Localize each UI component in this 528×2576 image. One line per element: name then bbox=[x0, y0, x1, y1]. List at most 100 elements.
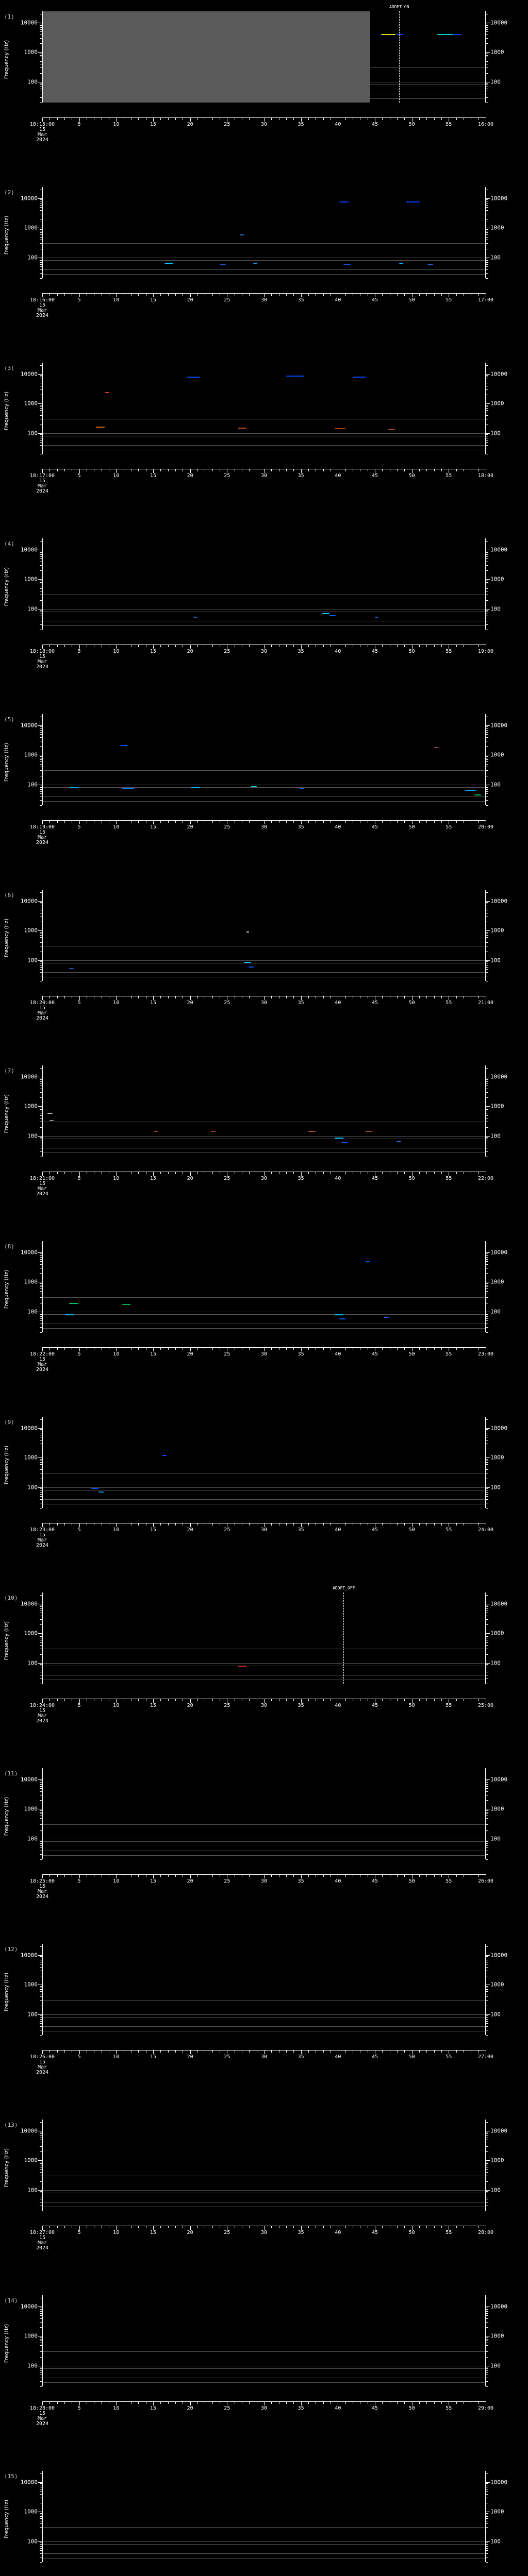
gridline bbox=[43, 2544, 485, 2545]
y-tick-minor bbox=[40, 415, 42, 416]
x-tick-label-text: 35 bbox=[298, 2230, 304, 2235]
plot-area[interactable] bbox=[42, 2295, 486, 2386]
plot-area[interactable] bbox=[42, 363, 486, 454]
y-tick-minor bbox=[486, 389, 488, 390]
y-tick-major bbox=[486, 579, 490, 580]
panel-index-label: (11) bbox=[4, 1770, 18, 1777]
x-tick-label: 20 bbox=[187, 1528, 193, 1533]
x-axis-date-line-1: 15 bbox=[39, 1181, 46, 1187]
x-tick-minor bbox=[478, 118, 479, 120]
gridline bbox=[43, 1136, 485, 1137]
y-tick-minor bbox=[40, 732, 42, 733]
detection-mark bbox=[153, 1131, 158, 1132]
x-axis: 18:17:00 15 Mar 2024 5 10 15 20 25 30 35 40 45 50 55 18… bbox=[30, 469, 493, 494]
y-tick-minor bbox=[486, 1782, 488, 1783]
x-axis-date-line-1: 15 bbox=[39, 127, 46, 132]
plot-area[interactable] bbox=[42, 1417, 486, 1508]
x-axis: 18:20:00 15 Mar 2024 5 10 15 20 25 30 35 40 45 50 55 21… bbox=[30, 996, 493, 1021]
y-axis-right: 100 1000 10000 bbox=[486, 1065, 528, 1157]
x-axis: 18:21:00 15 Mar 2024 5 10 15 20 25 30 35 40 45 50 55 22… bbox=[30, 1172, 493, 1197]
x-tick-label-text: 20 bbox=[187, 2230, 193, 2235]
x-axis-date-line-2: Mar bbox=[37, 1186, 47, 1192]
y-tick-minor bbox=[40, 1854, 42, 1855]
x-tick-minor bbox=[441, 118, 442, 120]
plot-area[interactable] bbox=[42, 1768, 486, 1859]
y-tick-minor bbox=[486, 365, 488, 366]
y-tick-minor bbox=[486, 1595, 488, 1596]
x-tick-minor bbox=[419, 1699, 420, 1701]
plot-area[interactable] bbox=[42, 538, 486, 630]
x-tick-minor bbox=[212, 1699, 213, 1701]
plot-area[interactable] bbox=[42, 11, 486, 103]
y-tick-minor bbox=[40, 2315, 42, 2316]
y-tick-major bbox=[486, 1633, 490, 1634]
detection-mark bbox=[237, 1665, 246, 1667]
gridline bbox=[43, 243, 485, 244]
x-tick-label: 15 bbox=[150, 1528, 156, 1533]
y-tick-minor bbox=[486, 2345, 488, 2346]
x-axis: 18:28:00 15 Mar 2024 5 10 15 20 25 30 35 40 45 50 55 29… bbox=[30, 2401, 493, 2427]
y-axis-left: Frequency (Hz) 100 1000 10000 bbox=[0, 890, 42, 981]
x-tick-major bbox=[264, 2402, 265, 2405]
y-tick-minor bbox=[40, 1782, 42, 1783]
x-tick-minor bbox=[212, 2402, 213, 2404]
plot-area[interactable] bbox=[42, 1065, 486, 1157]
x-tick-minor bbox=[308, 1348, 309, 1350]
y-tick-minor bbox=[40, 1291, 42, 1292]
y-tick-minor bbox=[486, 1986, 488, 1987]
x-tick-minor bbox=[168, 469, 169, 471]
y-tick-label: 1000 bbox=[490, 2157, 504, 2164]
x-tick-label: 55 bbox=[446, 2406, 452, 2411]
x-tick-label-text: 45 bbox=[371, 1351, 378, 1357]
x-tick-minor bbox=[138, 996, 139, 998]
y-tick-minor bbox=[40, 2191, 42, 2192]
y-tick-minor bbox=[40, 73, 42, 74]
x-tick-minor bbox=[138, 1875, 139, 1877]
x-tick-minor bbox=[345, 1699, 346, 1701]
plot-area[interactable] bbox=[42, 890, 486, 981]
y-tick-label: 1000 bbox=[490, 48, 504, 56]
x-tick-label-text: 50 bbox=[408, 122, 415, 127]
y-tick-minor bbox=[40, 38, 42, 39]
x-tick-minor bbox=[397, 1172, 398, 1174]
plot-area[interactable] bbox=[42, 1944, 486, 2035]
x-tick-label: 35 bbox=[298, 1528, 304, 1533]
y-tick-minor bbox=[486, 902, 488, 903]
plot-area[interactable] bbox=[42, 187, 486, 278]
detection-mark bbox=[329, 615, 336, 616]
y-tick-minor bbox=[40, 1989, 42, 1990]
plot-area[interactable] bbox=[42, 2120, 486, 2211]
x-tick-minor bbox=[249, 118, 250, 120]
x-tick-label: 21:00 bbox=[478, 1001, 493, 1006]
plot-area[interactable] bbox=[42, 714, 486, 805]
y-tick-minor bbox=[40, 726, 42, 727]
y-tick-minor bbox=[486, 2381, 488, 2382]
x-axis-date-line-2: Mar bbox=[37, 1889, 47, 1894]
y-tick-minor bbox=[40, 1791, 42, 1792]
y-tick-minor bbox=[486, 624, 488, 625]
x-tick-minor bbox=[197, 821, 198, 823]
y-tick-minor bbox=[486, 2562, 488, 2563]
y-tick-minor bbox=[40, 2516, 42, 2517]
plot-area[interactable] bbox=[42, 1241, 486, 1332]
x-tick-minor bbox=[397, 2050, 398, 2053]
detection-mark bbox=[47, 1113, 53, 1114]
x-tick-major bbox=[42, 821, 43, 824]
y-tick-major bbox=[486, 960, 490, 961]
x-tick-minor bbox=[404, 1172, 405, 1174]
x-tick-major bbox=[79, 2226, 80, 2230]
y-tick-minor bbox=[486, 375, 488, 376]
x-tick-label: 15 bbox=[150, 1176, 156, 1181]
x-tick-label: 25 bbox=[224, 1352, 230, 1357]
y-tick-minor bbox=[40, 2550, 42, 2551]
x-tick-major bbox=[153, 2050, 154, 2054]
y-tick-minor bbox=[486, 2337, 488, 2338]
x-tick-label-text: 45 bbox=[371, 297, 378, 303]
x-tick-label: 10 bbox=[113, 2055, 119, 2060]
plot-area[interactable] bbox=[42, 1592, 486, 1684]
plot-area[interactable] bbox=[42, 2471, 486, 2562]
y-tick-minor bbox=[40, 1097, 42, 1098]
x-tick-label-text: 40 bbox=[335, 1000, 341, 1006]
x-tick-label-text: 5 bbox=[77, 1000, 81, 1006]
x-tick-label-text: 18:25:00 bbox=[29, 1878, 55, 1884]
